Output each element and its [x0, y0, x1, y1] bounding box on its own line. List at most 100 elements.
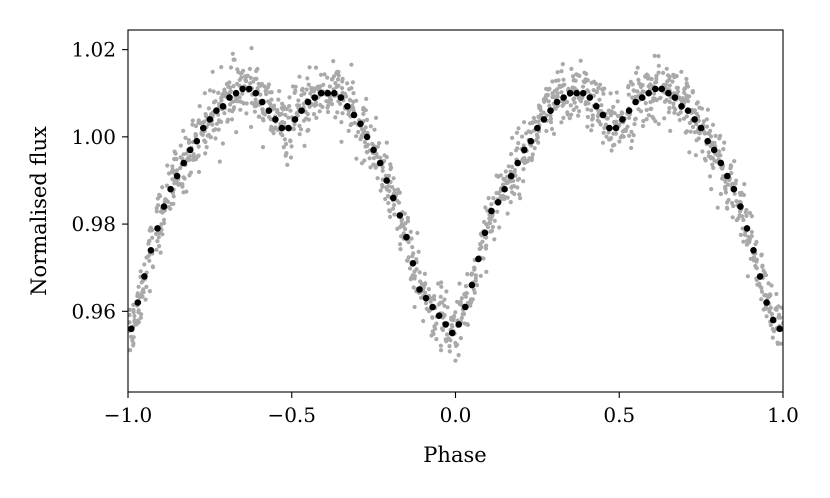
binned-point [566, 89, 574, 97]
raw-point [610, 143, 616, 148]
binned-point [645, 89, 652, 97]
raw-point [572, 100, 577, 105]
raw-point [593, 81, 599, 86]
raw-point [362, 158, 367, 163]
raw-point [561, 77, 566, 82]
raw-point [364, 144, 370, 149]
raw-point [741, 192, 747, 198]
raw-point [631, 133, 636, 138]
raw-point [219, 65, 224, 70]
raw-point [304, 87, 309, 92]
raw-point [313, 65, 319, 70]
raw-point [377, 141, 382, 146]
raw-point [206, 106, 211, 111]
raw-point [219, 98, 224, 103]
raw-point [440, 327, 445, 333]
raw-point [293, 88, 298, 93]
raw-point [661, 70, 666, 75]
raw-point [531, 115, 537, 121]
raw-point [386, 200, 391, 206]
raw-point [207, 88, 213, 93]
raw-point [768, 305, 773, 310]
raw-point [776, 304, 781, 309]
raw-point [288, 108, 293, 113]
raw-point [627, 133, 632, 138]
raw-point [503, 169, 508, 174]
raw-point [696, 136, 701, 141]
raw-point [444, 339, 449, 344]
raw-point [336, 83, 341, 88]
binned-point [232, 89, 240, 97]
raw-point [371, 156, 376, 161]
raw-point [704, 124, 710, 129]
raw-point [762, 293, 767, 298]
raw-point [132, 313, 137, 319]
raw-point [724, 205, 730, 210]
raw-point [257, 114, 262, 119]
raw-point [338, 101, 343, 106]
raw-point [656, 121, 661, 127]
raw-point [532, 146, 537, 151]
binned-point [259, 98, 266, 106]
raw-point [459, 296, 464, 301]
x-tick-label: 0.5 [603, 403, 635, 427]
raw-point [217, 159, 222, 164]
raw-point [178, 143, 183, 148]
raw-point [711, 165, 716, 170]
raw-point [350, 80, 355, 85]
raw-point [253, 97, 258, 102]
raw-point [181, 175, 186, 180]
raw-point [671, 91, 677, 96]
raw-point [368, 124, 373, 129]
raw-point [594, 90, 599, 95]
raw-point [322, 72, 327, 77]
raw-point [380, 168, 385, 173]
raw-point [391, 206, 396, 211]
raw-point [663, 82, 669, 87]
raw-point [371, 162, 376, 167]
raw-point [559, 69, 564, 74]
raw-point [386, 173, 392, 178]
raw-point [751, 255, 757, 260]
raw-point [668, 128, 673, 133]
raw-point [731, 203, 736, 209]
raw-point [213, 136, 218, 141]
binned-point [501, 185, 508, 193]
raw-point [190, 122, 195, 127]
raw-point [585, 78, 590, 83]
binned-point [632, 98, 639, 106]
raw-point [361, 111, 366, 116]
raw-point [147, 239, 152, 244]
raw-point [585, 124, 590, 129]
raw-point [237, 95, 242, 100]
raw-point [604, 134, 609, 139]
raw-point [585, 107, 590, 112]
raw-point [275, 127, 280, 132]
binned-point [442, 321, 450, 328]
raw-point [728, 163, 733, 168]
raw-point [609, 148, 614, 153]
binned-point [763, 299, 770, 306]
raw-point [717, 136, 722, 141]
raw-point [208, 135, 213, 140]
raw-point [643, 73, 649, 78]
raw-point [451, 316, 456, 321]
raw-point [445, 332, 450, 337]
raw-point [267, 114, 272, 120]
raw-point [307, 65, 312, 70]
raw-point [255, 86, 260, 91]
raw-point [382, 153, 387, 158]
raw-point [383, 196, 388, 202]
raw-point [188, 154, 193, 159]
raw-point [299, 88, 305, 93]
raw-point [136, 284, 141, 289]
binned-point [278, 124, 286, 132]
raw-point [172, 157, 177, 162]
binned-point [298, 107, 305, 114]
binned-point [337, 94, 345, 101]
raw-point [349, 62, 354, 67]
raw-point [176, 182, 181, 187]
raw-point [139, 312, 144, 317]
raw-point [638, 109, 644, 114]
